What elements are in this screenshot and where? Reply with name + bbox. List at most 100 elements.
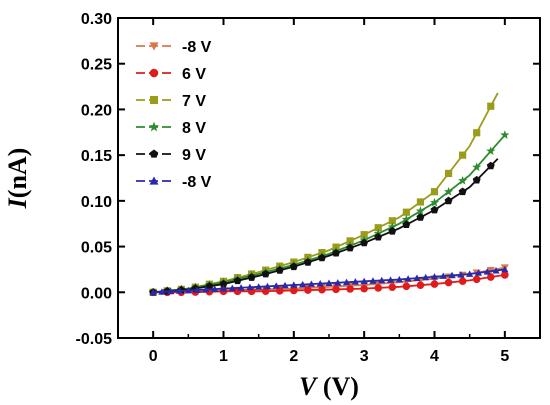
data-point [158,288,166,295]
legend-entry: -8 V [136,174,212,191]
data-point [175,287,184,294]
data-point [263,282,272,290]
data-point [458,277,467,285]
data-point [472,162,482,172]
legend-label: 8 V [182,120,206,137]
data-point [261,269,270,278]
data-point [486,161,495,170]
data-point [275,266,284,274]
x-tick-label: 4 [430,348,439,365]
data-point [325,279,333,287]
data-point [334,279,342,286]
data-point [430,205,439,214]
data-point [487,102,495,110]
data-point [459,151,467,159]
data-point [387,222,397,231]
y-tick-label: 0.20 [81,102,112,119]
legend-marker [149,42,159,51]
legend-label: -8 V [182,39,212,56]
data-point [316,280,324,287]
data-point [483,268,491,275]
data-point [473,129,481,137]
data-point [472,275,481,284]
y-tick-label: 0.25 [81,57,112,74]
data-point [351,278,359,285]
legend-entry: 7 V [136,93,206,110]
data-point [388,227,397,235]
data-point [444,169,453,178]
data-point [332,248,341,257]
data-point [304,286,312,294]
legend-label: -8 V [182,174,212,191]
data-point [416,281,425,289]
x-tick-label: 2 [289,348,298,365]
legend-marker [149,149,159,158]
data-point [429,197,440,207]
data-point [444,196,453,205]
y-tick-label: -0.05 [76,331,113,348]
data-point [346,243,355,252]
data-point [360,284,368,293]
data-point [416,198,425,206]
data-point [458,187,467,196]
data-point [402,220,411,229]
data-point [500,130,510,139]
data-point [374,232,383,241]
data-point [388,217,396,225]
data-point [332,285,340,294]
y-tick-label: 0.30 [81,11,112,28]
legend-marker [148,121,160,132]
data-point [202,285,210,293]
series-5 [149,265,509,296]
data-point [342,278,351,286]
data-point [415,206,425,215]
data-point [149,288,157,296]
data-point [193,286,201,293]
data-point [360,277,368,285]
x-tick-label: 3 [360,348,369,365]
data-point [219,279,228,288]
data-point [275,287,284,295]
y-tick-label: 0.10 [81,194,112,211]
data-point [486,146,496,155]
data-point [374,284,383,292]
data-point [167,287,175,295]
y-tick-label: 0.00 [81,285,112,302]
data-point [416,213,425,221]
data-point [228,284,236,292]
data-point [430,280,439,288]
legend-entry: 9 V [136,147,206,164]
data-point [233,276,242,285]
data-point [501,271,509,279]
legend-entry: -8 V [136,39,212,56]
data-point [289,262,298,271]
legend-marker [149,68,159,78]
data-point [360,231,368,239]
data-point [413,274,421,281]
data-point [290,286,298,295]
legend-label: 6 V [182,66,206,83]
data-point [444,186,454,196]
x-tick-label: 5 [500,348,509,365]
series-4 [149,158,499,296]
data-point [422,273,430,281]
data-point [458,175,468,185]
data-point [466,270,474,277]
data-point [472,175,481,184]
data-point [246,283,254,291]
data-point [261,287,270,295]
data-point [404,275,412,282]
data-point [184,286,192,294]
data-point [378,276,386,284]
data-point [281,281,289,289]
data-point [439,272,447,279]
data-point [395,275,403,283]
data-point [211,285,219,292]
data-point [272,282,280,289]
data-point [219,285,228,292]
data-point [388,283,397,291]
data-point [486,273,495,281]
data-point [255,283,263,290]
data-point [401,214,411,224]
data-point [317,253,326,262]
